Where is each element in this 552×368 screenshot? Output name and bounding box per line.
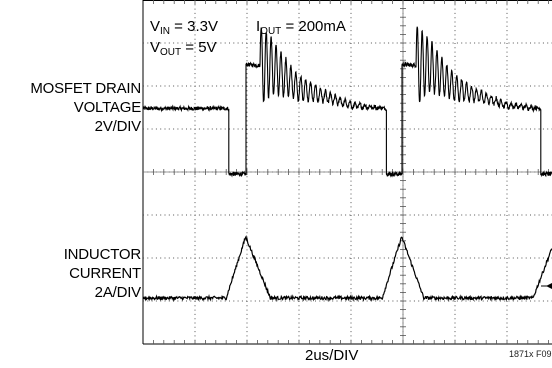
channel-1-scale: 2V/DIV bbox=[94, 118, 142, 135]
condition-vout: VOUT = 5V bbox=[150, 39, 217, 62]
channel-2-label-line-2: CURRENT bbox=[69, 265, 141, 282]
drain-voltage-trace bbox=[142, 26, 552, 178]
x-axis-label: 2us/DIV bbox=[305, 347, 359, 364]
channel-1-label-line-2: VOLTAGE bbox=[73, 99, 141, 116]
condition-vout-base: V bbox=[150, 39, 161, 56]
channel-2-label-line-1: INDUCTOR bbox=[63, 246, 141, 263]
inductor-current-trace bbox=[142, 235, 552, 303]
condition-iout: IOUT = 200mA bbox=[256, 18, 346, 41]
condition-vout-value: = 5V bbox=[181, 39, 217, 56]
condition-vin-base: V bbox=[150, 18, 161, 35]
channel-1-label-line-1: MOSFET DRAIN bbox=[30, 80, 141, 97]
condition-vin-value: = 3.3V bbox=[170, 18, 218, 35]
figure-id: 1871x F09 bbox=[509, 349, 552, 359]
scope-grid bbox=[142, 0, 552, 345]
condition-iout-base: I bbox=[256, 18, 261, 35]
condition-vout-sub: OUT bbox=[160, 47, 182, 58]
condition-vin: VIN = 3.3V bbox=[150, 18, 218, 41]
condition-iout-value: = 200mA bbox=[281, 18, 346, 35]
condition-iout-sub: OUT bbox=[260, 26, 282, 37]
condition-vin-sub: IN bbox=[160, 26, 171, 37]
channel-2-label: INDUCTOR CURRENT 2A/DIV bbox=[64, 245, 141, 302]
channel-1-label: MOSFET DRAIN VOLTAGE 2V/DIV bbox=[30, 79, 141, 136]
channel-2-scale: 2A/DIV bbox=[94, 284, 142, 301]
scope-traces bbox=[142, 26, 552, 303]
